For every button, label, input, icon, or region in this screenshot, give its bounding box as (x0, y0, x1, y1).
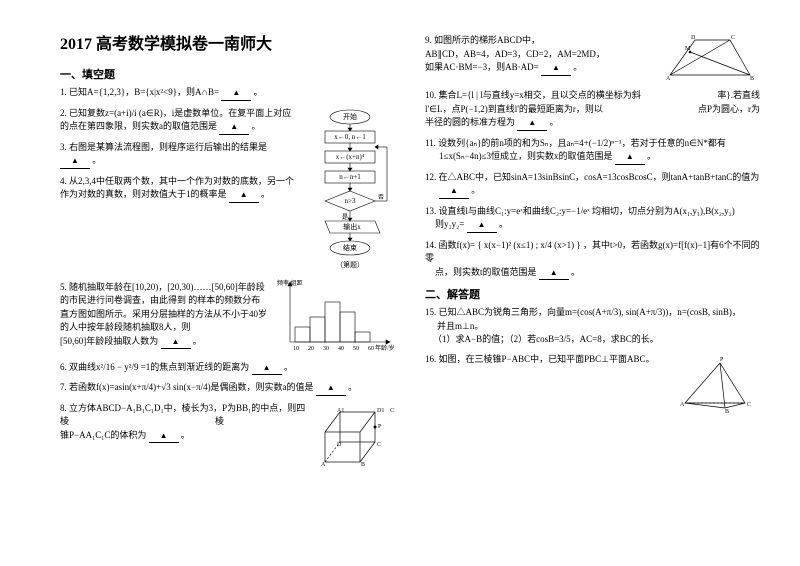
svg-text:A: A (666, 76, 671, 82)
q15: 15. 已知△ABC为锐角三角形，向量m=(cos(A+π/3), sin(A+… (425, 306, 760, 347)
q2: 2. 已知复数z=(a+i)/i (a∈R)，i是虚数单位。在复平面上对应的点在… (60, 107, 395, 135)
q6: 6. 双曲线x²/16 − y²/9 =1的焦点到渐近线的距离为 。 (60, 361, 395, 376)
svg-text:B: B (361, 462, 365, 468)
q4: 4. 从2,3,4中任取两个数，其中一个作为对数的底数，另一个作为对数的真数，则… (60, 175, 395, 203)
svg-text:C: C (747, 402, 751, 408)
svg-text:（第题）: （第题） (336, 260, 364, 269)
svg-text:A: A (321, 462, 326, 468)
doc-title: 2017 高考数学模拟卷一南师大 (60, 30, 395, 54)
q3: 3. 右图是某算法流程图，则程序运行后输出的结果是 。 (60, 141, 395, 169)
svg-text:B: B (750, 76, 754, 82)
q12: 12. 在△ABC中，已知sinA=13sinBsinC，cosA=13cosB… (425, 171, 760, 199)
q5: 5. 随机抽取年龄在[10,20)，[20,30)……[50,60]年龄段的市民… (60, 281, 395, 350)
section-solve: 二、解答题 (425, 286, 760, 302)
svg-text:结束: 结束 (343, 243, 357, 252)
svg-text:A: A (680, 402, 685, 408)
section-fill: 一、填空题 (60, 66, 395, 82)
svg-text:输出x: 输出x (343, 222, 361, 231)
q8: 8. 立方体ABCD−A₁B₁C₁D₁中，棱长为3，P为BB₁的中点，则四棱棱锥… (60, 402, 395, 444)
q13: 13. 设直线l与曲线C₁:y=eˣ和曲线C₂:y=−1/eˣ 均相切，切点分别… (425, 205, 760, 233)
q9: 9. 如图所示的梯形ABCD中， AB∥CD，AB=4，AD=3，CD=2，AM… (425, 34, 760, 76)
q11: 11. 设数列{aₙ}的前n项的和为Sₙ，且aₙ=4+(−1/2)ⁿ⁻¹，若对于… (425, 137, 760, 165)
q7: 7. 若函数f(x)=asin(x+π/4)+√3 sin(x−π/4)是偶函数… (60, 381, 395, 396)
svg-text:B: B (725, 409, 729, 413)
q1: 1. 已知A={1,2,3}，B={x|x²<9}，则A∩B= 。 (60, 86, 395, 101)
q16: 16. 如图，在三棱锥P−ABC中，已知平面PBC⊥平面ABC。 (425, 353, 760, 367)
svg-text:是: 是 (342, 214, 348, 221)
q14: 14. 函数f(x)= { x(x−1)² (x≤1) ; x/4 (x>1) … (425, 239, 760, 281)
q10: 10. 集合L={l | l与直线y=x相交，且以交点的横坐标为斜率}.若直线 … (425, 89, 760, 131)
